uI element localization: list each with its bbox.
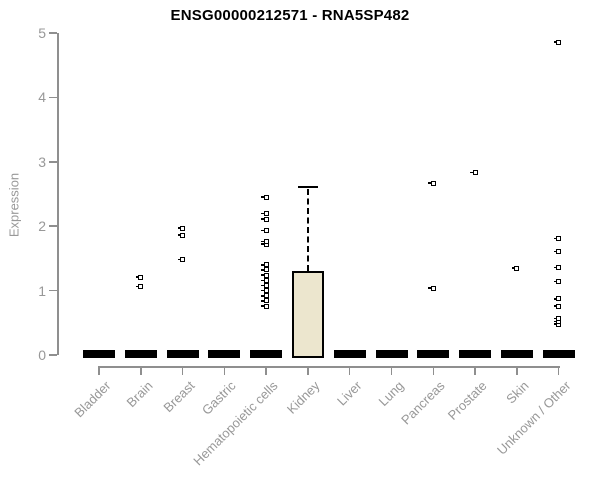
outlier-point bbox=[553, 235, 562, 241]
x-axis-tick bbox=[307, 367, 309, 375]
outlier-point bbox=[553, 248, 562, 254]
box-median-bar bbox=[124, 350, 157, 358]
x-tick-label: Bladder bbox=[71, 378, 114, 421]
outlier-point bbox=[261, 262, 269, 268]
box-median-bar bbox=[459, 350, 492, 358]
outlier-point bbox=[553, 303, 562, 309]
y-axis-tick bbox=[49, 289, 57, 292]
x-axis-tick bbox=[223, 367, 226, 375]
outlier-point bbox=[261, 194, 269, 200]
x-tick-label: Brain bbox=[123, 378, 156, 411]
y-axis-tick bbox=[49, 354, 57, 356]
outlier-point bbox=[553, 296, 562, 302]
chart-title: ENSG00000212571 - RNA5SP482 bbox=[170, 7, 410, 24]
x-axis-tick bbox=[432, 367, 435, 375]
box-median-bar bbox=[500, 350, 533, 358]
outlier-point bbox=[428, 285, 436, 291]
x-axis-tick bbox=[265, 367, 267, 375]
outlier-point bbox=[553, 279, 562, 285]
y-tick-label: 2 bbox=[38, 218, 46, 235]
outlier-point bbox=[261, 239, 269, 245]
y-axis-tick bbox=[49, 96, 57, 99]
x-tick-label: Unknown / Other bbox=[493, 378, 574, 458]
x-axis-tick bbox=[557, 367, 560, 375]
outlier-point bbox=[261, 277, 269, 283]
outlier-point bbox=[470, 170, 478, 176]
x-tick-label: Pancreas bbox=[398, 378, 448, 428]
x-axis-tick bbox=[390, 367, 393, 375]
x-tick-label: Gastric bbox=[199, 378, 239, 418]
y-axis-tick bbox=[49, 161, 57, 163]
outlier-point bbox=[511, 265, 520, 271]
whisker-cap bbox=[297, 185, 318, 188]
outlier-point bbox=[261, 267, 269, 273]
outlier-point bbox=[177, 257, 186, 263]
outlier-point bbox=[553, 315, 562, 321]
outlier-point bbox=[261, 272, 269, 278]
y-tick-label: 5 bbox=[38, 25, 46, 41]
x-tick-label: Prostate bbox=[444, 378, 490, 423]
x-axis-tick bbox=[140, 367, 142, 375]
box-rect bbox=[291, 271, 324, 358]
y-tick-label: 3 bbox=[38, 153, 46, 170]
outlier-point bbox=[177, 225, 186, 231]
outlier-point bbox=[261, 282, 269, 288]
upper-whisker bbox=[306, 188, 309, 272]
outlier-point bbox=[261, 210, 269, 216]
outlier-point bbox=[553, 39, 562, 45]
y-axis-tick bbox=[49, 32, 57, 34]
x-tick-label: Lung bbox=[375, 378, 407, 410]
x-axis-tick bbox=[181, 367, 184, 375]
x-tick-label: Breast bbox=[160, 378, 198, 416]
outlier-point bbox=[261, 293, 269, 299]
x-axis-tick bbox=[474, 367, 476, 375]
outlier-point bbox=[261, 303, 269, 309]
box-median-bar bbox=[83, 350, 115, 358]
y-tick-label: 1 bbox=[38, 282, 46, 299]
y-axis-tick bbox=[49, 225, 57, 227]
outlier-point bbox=[553, 264, 562, 270]
y-tick-label: 4 bbox=[38, 89, 46, 106]
x-axis-tick bbox=[516, 367, 518, 375]
x-axis-tick bbox=[348, 367, 351, 375]
outlier-point bbox=[135, 274, 144, 280]
x-axis-line bbox=[98, 366, 560, 368]
box-median-bar bbox=[208, 350, 241, 358]
box-median-bar bbox=[417, 350, 450, 358]
box-median-bar bbox=[542, 350, 575, 358]
x-tick-label: Kidney bbox=[283, 378, 323, 417]
y-tick-label: 0 bbox=[38, 347, 46, 363]
box-median-bar bbox=[375, 350, 408, 358]
y-axis-line bbox=[57, 33, 59, 355]
x-axis-tick bbox=[98, 367, 100, 375]
x-tick-label: Liver bbox=[333, 378, 365, 409]
outlier-point bbox=[261, 298, 269, 304]
box-median-bar bbox=[166, 350, 199, 358]
outlier-point bbox=[135, 284, 144, 290]
box-median-bar bbox=[250, 350, 283, 358]
x-tick-label: Skin bbox=[503, 378, 532, 407]
outlier-point bbox=[261, 288, 269, 294]
outlier-point bbox=[177, 232, 186, 238]
outlier-point bbox=[428, 180, 436, 186]
outlier-point bbox=[261, 216, 269, 222]
box-median-bar bbox=[333, 350, 366, 358]
outlier-point bbox=[261, 228, 269, 234]
